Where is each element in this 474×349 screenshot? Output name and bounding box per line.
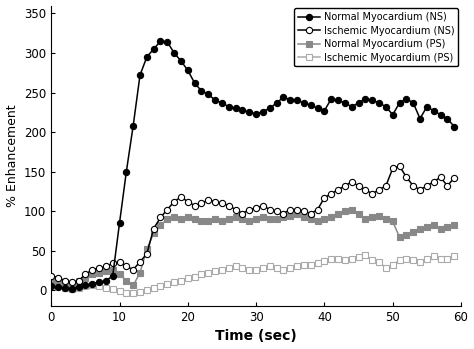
Legend: Normal Myocardium (NS), Ischemic Myocardium (NS), Normal Myocardium (PS), Ischem: Normal Myocardium (NS), Ischemic Myocard… xyxy=(294,8,458,66)
X-axis label: Time (sec): Time (sec) xyxy=(215,329,297,343)
Y-axis label: % Enhancement: % Enhancement xyxy=(6,104,18,207)
